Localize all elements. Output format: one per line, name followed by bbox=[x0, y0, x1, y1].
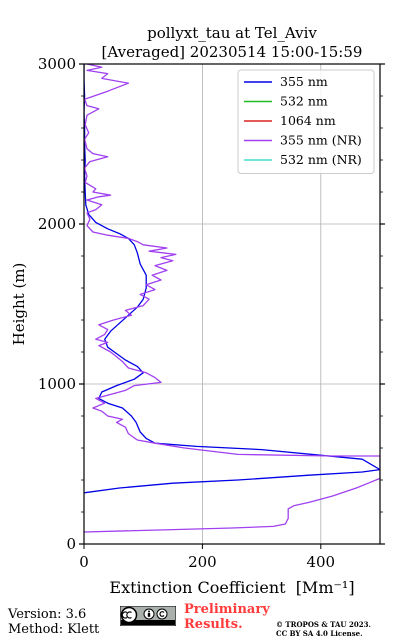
legend-label: 532 nm (NR) bbox=[280, 152, 362, 167]
x-tick-label: 0 bbox=[79, 553, 89, 571]
x-axis-label-text: Extinction Coefficient bbox=[109, 578, 286, 597]
plot-frame bbox=[83, 63, 381, 545]
series-lines bbox=[84, 64, 380, 533]
method-text: Method: Klett bbox=[8, 622, 100, 637]
x-axis-label-unit: [Mm⁻¹] bbox=[296, 578, 355, 597]
legend-label: 1064 nm bbox=[280, 113, 336, 128]
chart-subtitle: [Averaged] 20230514 15:00-15:59 bbox=[102, 43, 363, 61]
preliminary-results-text: Preliminary Results. bbox=[184, 602, 270, 632]
x-tick-label: 200 bbox=[188, 553, 217, 571]
y-tick-label: 0 bbox=[66, 535, 76, 553]
chart-title: pollyxt_tau at Tel_Aviv bbox=[147, 24, 317, 42]
x-tick-label: 400 bbox=[306, 553, 335, 571]
legend-box bbox=[237, 69, 375, 174]
y-tick-label: 3000 bbox=[38, 55, 76, 73]
y-axis-label: Height (m) bbox=[10, 263, 28, 346]
license-text: © TROPOS & TAU 2023. CC BY SA 4.0 Licens… bbox=[276, 620, 371, 638]
preliminary-line-2: Results. bbox=[184, 617, 243, 632]
axis-ticks: 0 200 400 0 1000 2000 3000 bbox=[38, 55, 385, 571]
legend-label: 355 nm bbox=[280, 74, 328, 89]
version-text: Version: 3.6 bbox=[8, 607, 87, 622]
license-line-1: © TROPOS & TAU 2023. bbox=[276, 620, 371, 629]
y-tick-label: 2000 bbox=[38, 215, 76, 233]
license-line-2: CC BY SA 4.0 License. bbox=[276, 629, 363, 638]
preliminary-line-1: Preliminary bbox=[184, 602, 270, 617]
x-axis-label: Extinction Coefficient [Mm⁻¹] bbox=[109, 578, 354, 597]
legend: 355 nm 532 nm 1064 nm 355 nm (NR) 532 nm (NR… bbox=[237, 69, 375, 174]
y-tick-label: 1000 bbox=[38, 375, 76, 393]
legend-label: 532 nm bbox=[280, 94, 328, 109]
legend-label: 355 nm (NR) bbox=[280, 133, 362, 148]
cc-by-sa-badge-icon bbox=[120, 606, 176, 626]
series-line bbox=[84, 64, 380, 533]
